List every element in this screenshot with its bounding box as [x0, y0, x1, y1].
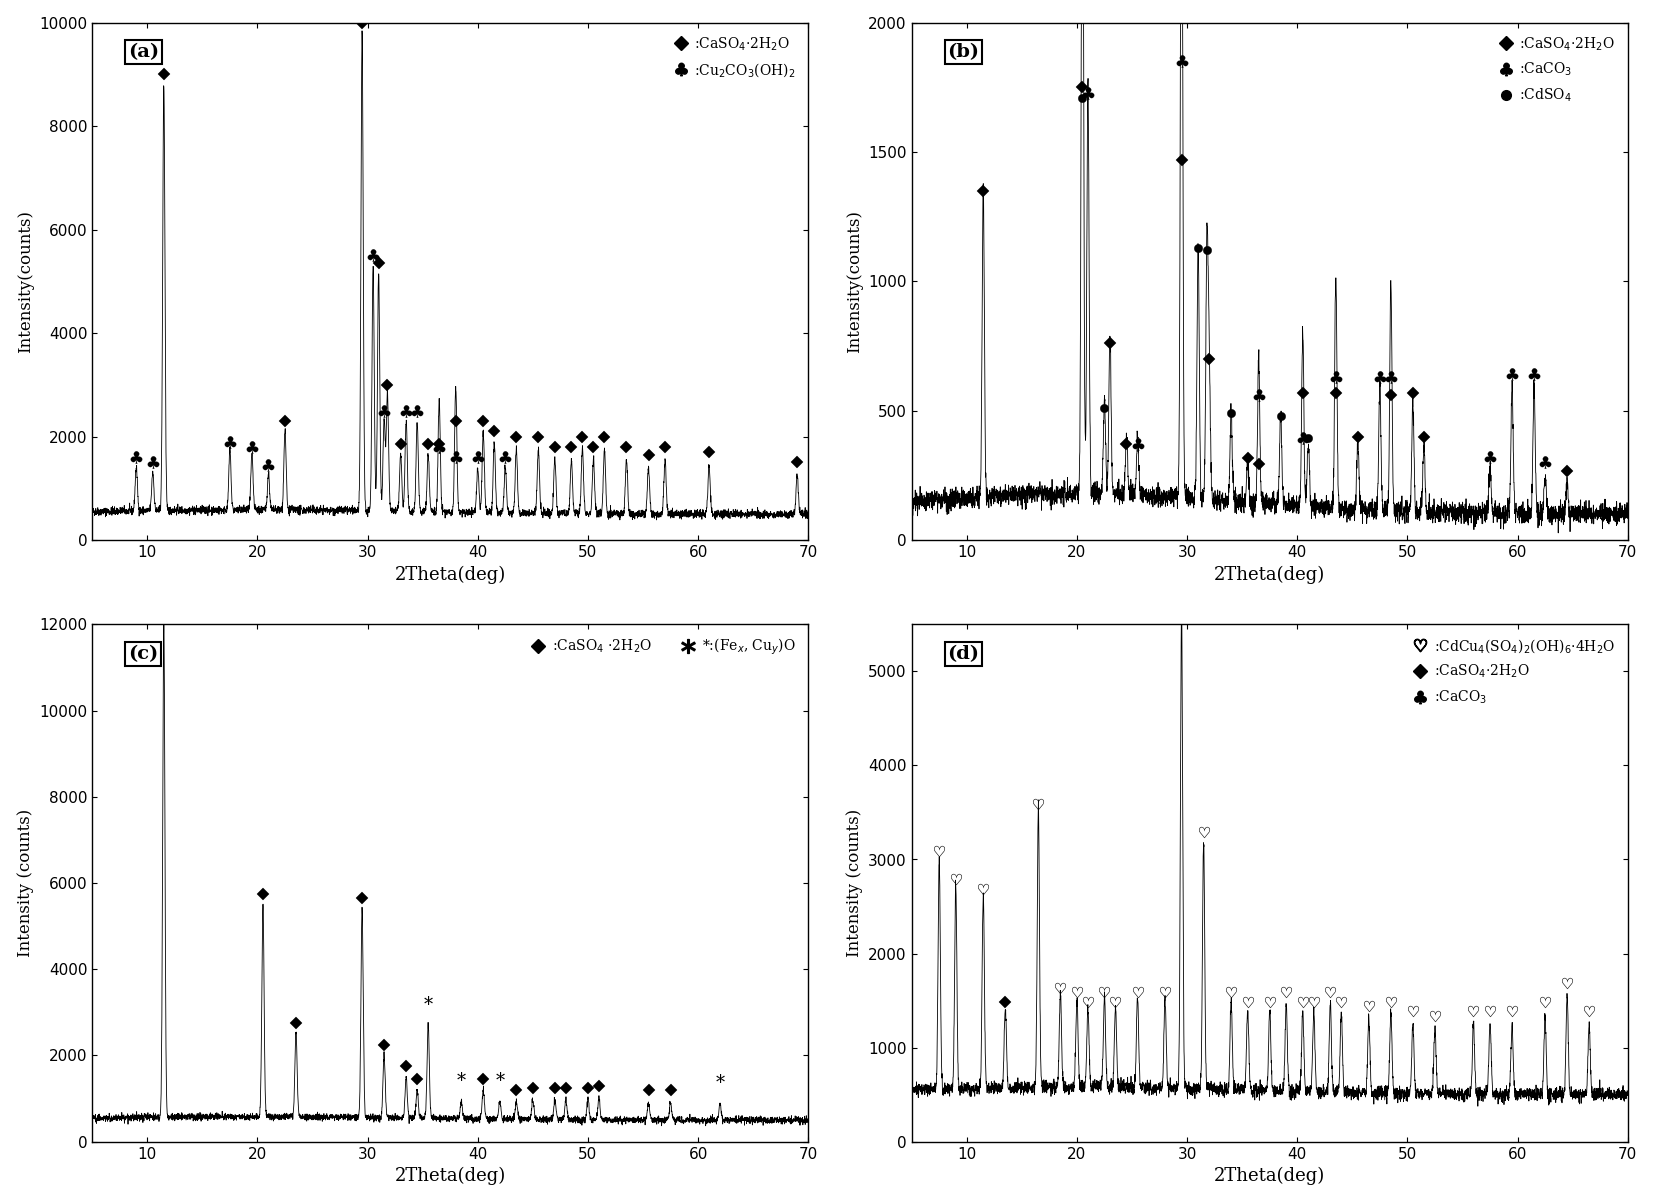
Text: (a): (a) — [127, 43, 159, 61]
Y-axis label: Intensity (counts): Intensity (counts) — [845, 809, 863, 957]
Text: (b): (b) — [948, 43, 979, 61]
X-axis label: 2Theta(deg): 2Theta(deg) — [1214, 1167, 1325, 1185]
X-axis label: 2Theta(deg): 2Theta(deg) — [395, 565, 506, 584]
Legend: :CdCu$_4$(SO$_4$)$_2$(OH)$_6$$\cdot$4H$_2$O, :CaSO$_4$$\cdot$2H$_2$O, :CaCO$_3$: :CdCu$_4$(SO$_4$)$_2$(OH)$_6$$\cdot$4H$_… — [1406, 631, 1621, 712]
Legend: :CaSO$_4$ $\cdot$2H$_2$O, *:(Fe$_x$, Cu$_y$)O: :CaSO$_4$ $\cdot$2H$_2$O, *:(Fe$_x$, Cu$… — [524, 631, 801, 662]
Text: *: * — [495, 1072, 504, 1090]
Text: *: * — [457, 1072, 466, 1090]
Text: *: * — [423, 996, 433, 1014]
Legend: :CaSO$_4$$\cdot$2H$_2$O, :CaCO$_3$, :CdSO$_4$: :CaSO$_4$$\cdot$2H$_2$O, :CaCO$_3$, :CdS… — [1492, 30, 1621, 109]
X-axis label: 2Theta(deg): 2Theta(deg) — [395, 1167, 506, 1185]
Y-axis label: Intensity(counts): Intensity(counts) — [17, 210, 33, 353]
X-axis label: 2Theta(deg): 2Theta(deg) — [1214, 565, 1325, 584]
Y-axis label: Intensity(counts): Intensity(counts) — [845, 210, 863, 353]
Text: *: * — [716, 1075, 724, 1093]
Y-axis label: Intensity (counts): Intensity (counts) — [17, 809, 33, 957]
Legend: :CaSO$_4$$\cdot$2H$_2$O, :Cu$_2$CO$_3$(OH)$_2$: :CaSO$_4$$\cdot$2H$_2$O, :Cu$_2$CO$_3$(O… — [667, 30, 801, 84]
Text: (d): (d) — [948, 645, 979, 664]
Text: (c): (c) — [127, 645, 159, 664]
